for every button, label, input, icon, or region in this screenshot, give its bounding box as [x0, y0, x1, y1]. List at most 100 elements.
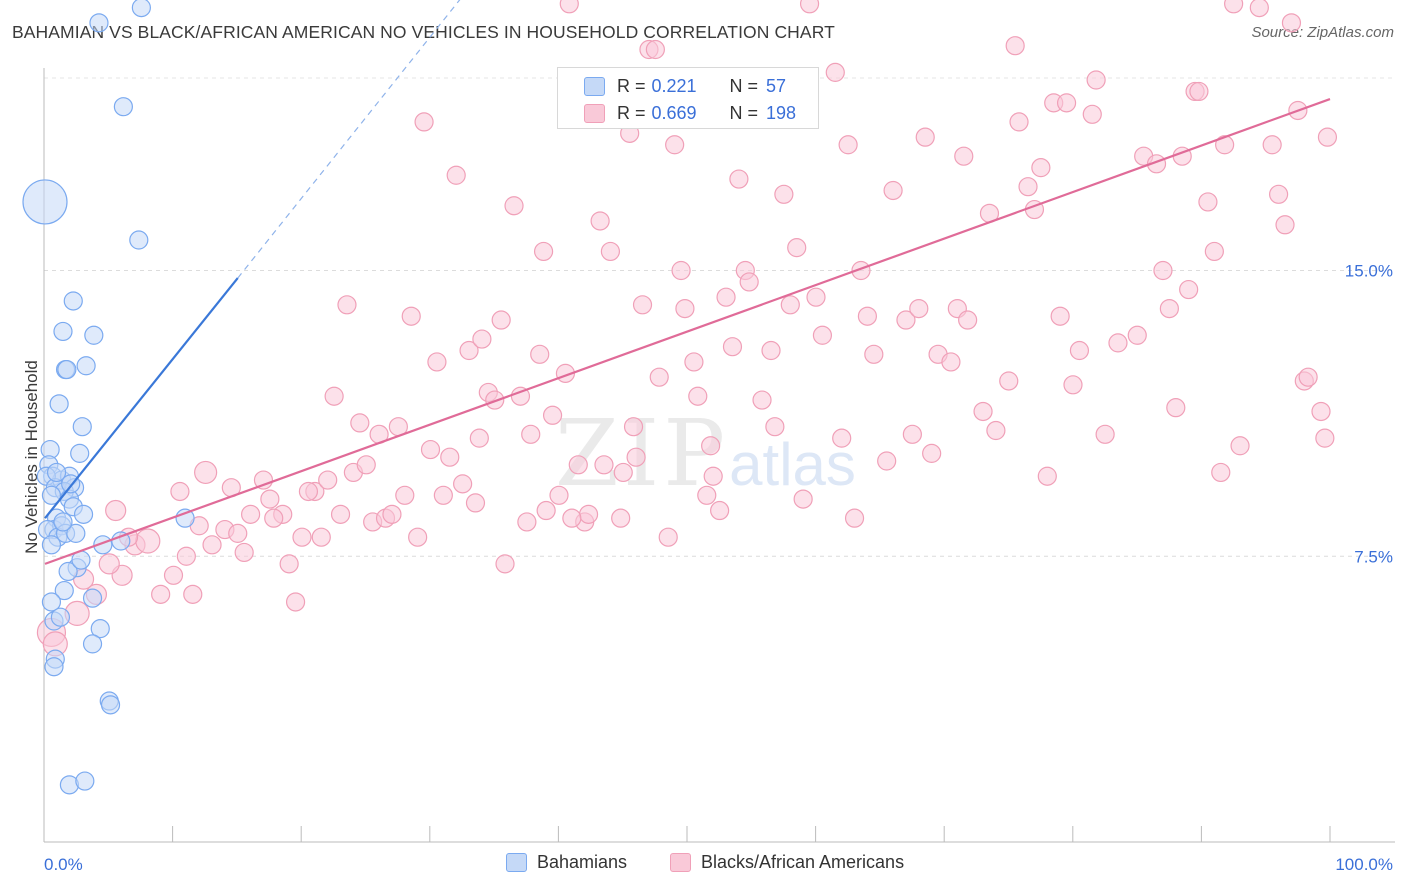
data-point[interactable] [285, 592, 306, 612]
data-point[interactable] [632, 295, 653, 315]
data-point[interactable] [176, 546, 196, 566]
data-point[interactable] [649, 367, 669, 387]
data-point[interactable] [105, 499, 127, 522]
data-point[interactable] [298, 481, 319, 502]
data-point[interactable] [469, 428, 489, 448]
data-point[interactable] [1224, 0, 1244, 14]
data-point[interactable] [82, 634, 103, 654]
data-point[interactable] [729, 169, 749, 189]
data-point[interactable] [701, 436, 721, 456]
data-point[interactable] [658, 527, 678, 547]
data-point[interactable] [330, 504, 351, 524]
data-point[interactable] [100, 695, 121, 715]
data-point[interactable] [41, 535, 62, 555]
data-point[interactable] [844, 508, 865, 528]
data-point[interactable] [1262, 135, 1282, 155]
data-point[interactable] [1056, 93, 1077, 113]
data-point[interactable] [90, 619, 110, 639]
data-point[interactable] [517, 512, 537, 532]
data-point[interactable] [883, 180, 903, 201]
data-point[interactable] [710, 500, 730, 521]
data-point[interactable] [53, 512, 73, 532]
data-point[interactable] [1086, 70, 1106, 90]
data-point[interactable] [53, 321, 73, 342]
data-point[interactable] [1275, 215, 1295, 235]
data-point[interactable] [521, 424, 541, 444]
data-point[interactable] [279, 554, 299, 574]
data-point[interactable] [337, 295, 357, 315]
data-point[interactable] [665, 135, 685, 155]
data-point[interactable] [1082, 104, 1102, 124]
data-point[interactable] [578, 504, 599, 524]
data-point[interactable] [896, 310, 916, 330]
data-point[interactable] [1050, 306, 1070, 326]
data-point[interactable] [1166, 398, 1186, 418]
data-point[interactable] [645, 39, 665, 60]
data-point[interactable] [1159, 299, 1179, 319]
data-point[interactable] [600, 241, 621, 262]
data-point[interactable] [420, 439, 441, 460]
data-point[interactable] [1009, 112, 1029, 132]
data-point[interactable] [594, 455, 614, 475]
data-point[interactable] [752, 390, 772, 410]
data-point[interactable] [175, 508, 195, 528]
data-point[interactable] [1315, 428, 1335, 448]
data-point[interactable] [465, 493, 486, 513]
data-point[interactable] [41, 485, 62, 505]
data-point[interactable] [697, 485, 717, 505]
data-point[interactable] [66, 523, 86, 543]
data-point[interactable] [73, 504, 94, 524]
data-point[interactable] [1204, 241, 1224, 262]
data-point[interactable] [50, 607, 71, 627]
data-point[interactable] [382, 504, 402, 524]
data-point[interactable] [1153, 260, 1173, 281]
data-point[interactable] [941, 352, 961, 372]
data-point[interactable] [324, 386, 344, 406]
data-point[interactable] [98, 553, 120, 575]
data-point[interactable] [1018, 177, 1038, 197]
data-point[interactable] [440, 447, 460, 467]
data-point[interactable] [1189, 81, 1209, 102]
data-point[interactable] [562, 508, 582, 528]
data-point[interactable] [401, 306, 421, 326]
data-point[interactable] [542, 405, 563, 425]
data-point[interactable] [49, 394, 69, 414]
series-legend-item-bahamians[interactable]: Bahamians [506, 852, 627, 873]
data-point[interactable] [70, 443, 90, 463]
data-point[interactable] [433, 485, 453, 505]
data-point[interactable] [131, 0, 151, 18]
data-point[interactable] [1311, 401, 1331, 422]
data-point[interactable] [504, 196, 524, 216]
data-point[interactable] [414, 112, 434, 132]
data-point[interactable] [292, 527, 312, 547]
data-point[interactable] [1179, 279, 1199, 300]
data-point[interactable] [864, 344, 884, 364]
data-point[interactable] [58, 561, 78, 582]
data-point[interactable] [533, 241, 554, 262]
data-point[interactable] [495, 554, 515, 574]
data-point[interactable] [89, 13, 109, 33]
data-point[interactable] [63, 291, 83, 311]
data-point[interactable] [163, 565, 184, 585]
data-point[interactable] [311, 527, 331, 547]
data-point[interactable] [799, 0, 820, 14]
data-point[interactable] [780, 295, 800, 315]
data-point[interactable] [1198, 192, 1218, 212]
data-point[interactable] [1298, 367, 1318, 387]
data-point[interactable] [82, 588, 103, 608]
data-point[interactable] [111, 531, 131, 551]
data-point[interactable] [113, 97, 133, 117]
data-point[interactable] [1215, 135, 1235, 155]
data-point[interactable] [183, 584, 203, 604]
data-point[interactable] [716, 287, 736, 307]
data-point[interactable] [536, 500, 556, 521]
data-point[interactable] [1063, 375, 1083, 395]
data-point[interactable] [590, 211, 610, 231]
data-point[interactable] [986, 420, 1006, 441]
data-point[interactable] [72, 417, 92, 437]
data-point[interactable] [825, 62, 845, 82]
data-point[interactable] [1005, 36, 1025, 56]
data-point[interactable] [671, 260, 691, 281]
data-point[interactable] [1249, 0, 1269, 18]
data-point[interactable] [1095, 424, 1115, 444]
